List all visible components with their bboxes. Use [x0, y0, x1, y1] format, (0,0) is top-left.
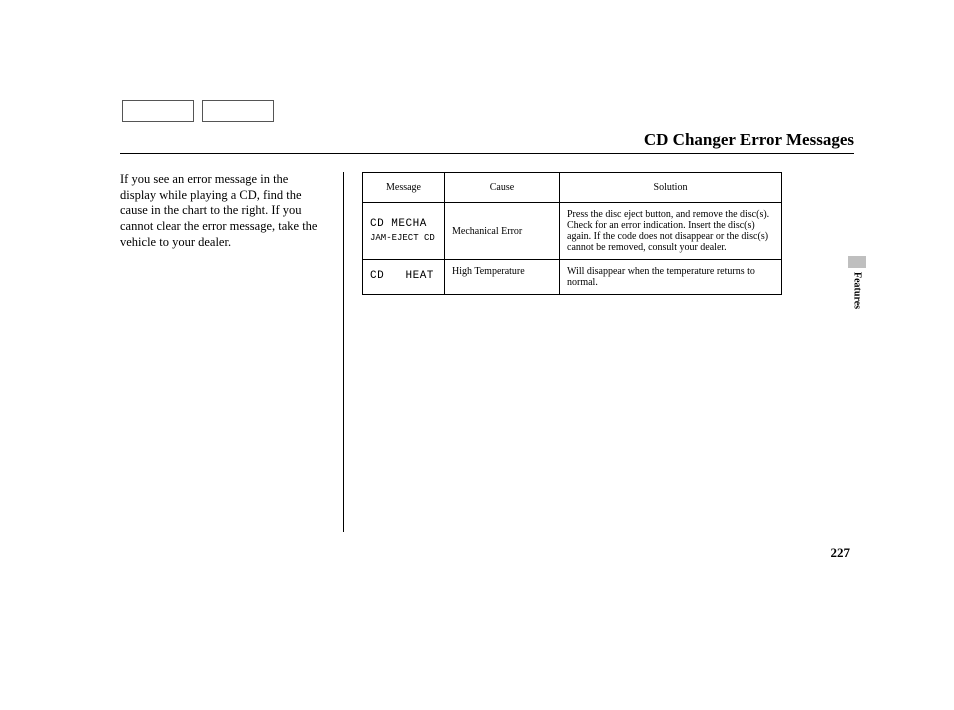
cell-cause: Mechanical Error	[445, 203, 560, 260]
table-row: CD MECHA JAM-EJECT CD Mechanical Error P…	[363, 203, 782, 260]
table-row: CD HEAT High Temperature Will disappear …	[363, 260, 782, 295]
col-header-solution: Solution	[560, 173, 782, 203]
page-title: CD Changer Error Messages	[644, 130, 854, 149]
section-tab-label: Features	[852, 272, 863, 309]
section-tab-bar	[848, 256, 866, 268]
lcd-line: CD HEAT	[370, 269, 437, 284]
manual-page: CD Changer Error Messages If you see an …	[0, 0, 954, 710]
col-header-cause: Cause	[445, 173, 560, 203]
cell-message: CD MECHA JAM-EJECT CD	[363, 203, 445, 260]
cell-message: CD HEAT	[363, 260, 445, 295]
cell-solution: Will disappear when the temperature retu…	[560, 260, 782, 295]
vertical-divider	[343, 172, 344, 532]
cell-cause: High Temperature	[445, 260, 560, 295]
lcd-line: JAM-EJECT CD	[370, 232, 437, 245]
error-table-wrap: Message Cause Solution CD MECHA JAM-EJEC…	[362, 172, 782, 532]
placeholder-boxes	[122, 100, 274, 122]
intro-paragraph: If you see an error message in the displ…	[120, 172, 325, 532]
placeholder-box	[122, 100, 194, 122]
col-header-message: Message	[363, 173, 445, 203]
placeholder-box	[202, 100, 274, 122]
lcd-line: CD MECHA	[370, 217, 437, 232]
page-number: 227	[831, 545, 851, 561]
content-columns: If you see an error message in the displ…	[120, 172, 854, 532]
title-row: CD Changer Error Messages	[120, 130, 854, 154]
section-tab: Features	[848, 256, 866, 309]
cell-solution: Press the disc eject button, and remove …	[560, 203, 782, 260]
table-header-row: Message Cause Solution	[363, 173, 782, 203]
error-table: Message Cause Solution CD MECHA JAM-EJEC…	[362, 172, 782, 295]
